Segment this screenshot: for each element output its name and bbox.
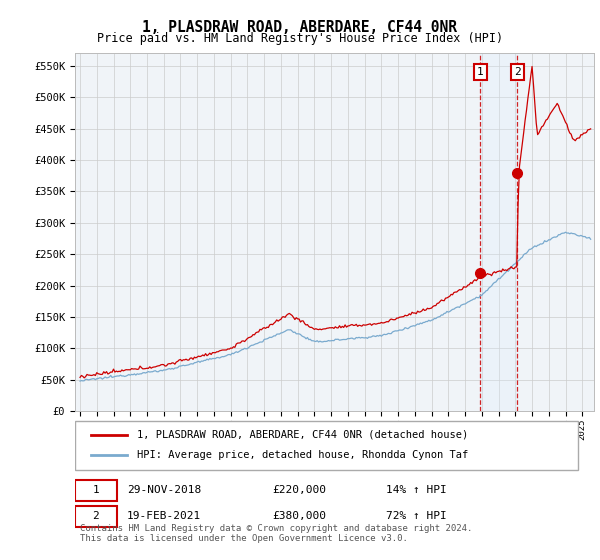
Text: 19-FEB-2021: 19-FEB-2021 xyxy=(127,511,201,521)
Text: 2: 2 xyxy=(92,511,99,521)
Text: 14% ↑ HPI: 14% ↑ HPI xyxy=(386,484,447,494)
Text: £380,000: £380,000 xyxy=(272,511,326,521)
Text: 72% ↑ HPI: 72% ↑ HPI xyxy=(386,511,447,521)
Text: 1: 1 xyxy=(477,67,484,77)
Text: 1: 1 xyxy=(92,484,99,494)
FancyBboxPatch shape xyxy=(75,421,578,470)
Text: Price paid vs. HM Land Registry's House Price Index (HPI): Price paid vs. HM Land Registry's House … xyxy=(97,32,503,45)
Text: 2: 2 xyxy=(514,67,521,77)
Bar xyxy=(481,53,517,411)
Text: £220,000: £220,000 xyxy=(272,484,326,494)
FancyBboxPatch shape xyxy=(75,506,116,527)
Text: Contains HM Land Registry data © Crown copyright and database right 2024.
This d: Contains HM Land Registry data © Crown c… xyxy=(80,524,473,543)
Text: 1, PLASDRAW ROAD, ABERDARE, CF44 0NR: 1, PLASDRAW ROAD, ABERDARE, CF44 0NR xyxy=(143,20,458,35)
Text: HPI: Average price, detached house, Rhondda Cynon Taf: HPI: Average price, detached house, Rhon… xyxy=(137,450,469,460)
Text: 1, PLASDRAW ROAD, ABERDARE, CF44 0NR (detached house): 1, PLASDRAW ROAD, ABERDARE, CF44 0NR (de… xyxy=(137,430,469,440)
FancyBboxPatch shape xyxy=(75,480,116,501)
Text: 29-NOV-2018: 29-NOV-2018 xyxy=(127,484,201,494)
